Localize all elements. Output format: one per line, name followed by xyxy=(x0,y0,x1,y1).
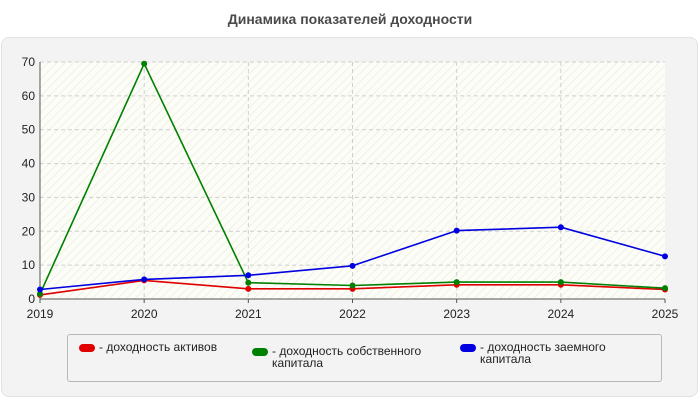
x-tick-label: 2019 xyxy=(27,307,54,321)
y-tick-label: 50 xyxy=(22,123,36,137)
data-point-1 xyxy=(37,290,43,297)
data-point-1 xyxy=(557,279,564,286)
x-tick-label: 2021 xyxy=(235,307,262,321)
grid xyxy=(40,61,665,299)
axes xyxy=(39,62,666,303)
legend-label-assets: - доходность активов xyxy=(99,340,218,354)
data-point-2 xyxy=(662,253,668,260)
y-tick-label: 20 xyxy=(22,224,36,238)
data-point-2 xyxy=(453,227,460,234)
y-tick-label: 10 xyxy=(22,258,36,272)
data-point-2 xyxy=(557,224,564,231)
data-point-2 xyxy=(349,262,356,269)
data-point-0 xyxy=(245,285,252,292)
legend-swatch-debt xyxy=(460,344,476,352)
data-point-2 xyxy=(141,276,148,283)
y-tick-label: 30 xyxy=(22,190,36,204)
y-tick-label: 40 xyxy=(22,157,36,171)
legend: - доходность активов - доходность собств… xyxy=(67,334,662,382)
tick-labels: 0 10 20 30 40 50 60 70 2019 2020 2021 2022 2023 2024 2… xyxy=(22,55,679,321)
series-layer xyxy=(37,60,668,298)
x-tick-label: 2023 xyxy=(443,307,470,321)
data-point-2 xyxy=(245,272,252,279)
legend-label-debt: - доходность заемного капитала xyxy=(480,340,606,366)
y-tick-label: 0 xyxy=(28,292,35,306)
data-point-1 xyxy=(141,60,148,67)
x-tick-label: 2022 xyxy=(339,307,366,321)
chart-title: Динамика показателей доходности xyxy=(227,11,473,27)
legend-item-equity: - доходность собственного капитала xyxy=(252,345,432,369)
y-tick-label: 60 xyxy=(22,89,36,103)
legend-label-equity: - доходность собственного капитала xyxy=(272,344,422,370)
data-point-1 xyxy=(245,279,252,286)
data-point-1 xyxy=(453,279,460,286)
x-tick-label: 2025 xyxy=(652,307,679,321)
data-point-1 xyxy=(349,282,356,289)
data-point-1 xyxy=(662,285,668,292)
x-tick-label: 2024 xyxy=(547,307,574,321)
legend-item-debt: - доходность заемного капитала xyxy=(460,341,640,365)
y-tick-label: 70 xyxy=(22,55,36,69)
data-point-2 xyxy=(37,286,43,293)
legend-swatch-assets xyxy=(79,344,95,352)
legend-swatch-equity xyxy=(252,348,268,356)
legend-item-assets: - доходность активов xyxy=(79,341,259,353)
x-tick-label: 2020 xyxy=(131,307,158,321)
